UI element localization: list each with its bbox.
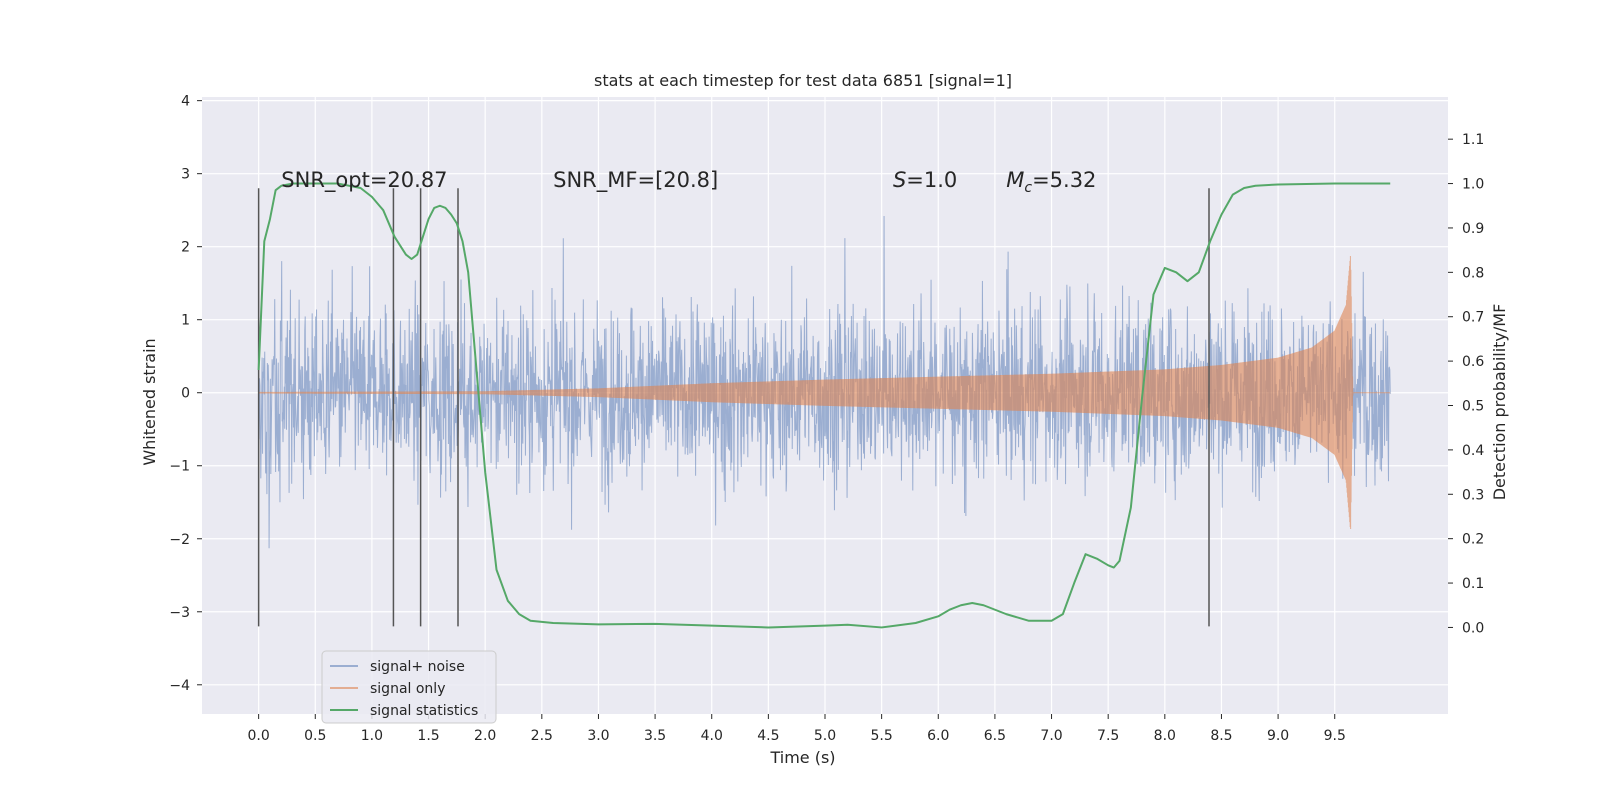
x-tick-label: 8.0 (1154, 728, 1176, 744)
series-signal-statistics (257, 182, 1391, 629)
x-tick-label: 8.5 (1210, 728, 1232, 744)
x-tick-label: 1.5 (417, 728, 439, 744)
y-tick-label-right: 0.5 (1462, 399, 1484, 415)
y-tick-label-right: 0.2 (1462, 532, 1484, 548)
legend-label: signal only (370, 681, 445, 697)
x-tick-label: 6.5 (984, 728, 1006, 744)
chart-title: stats at each timestep for test data 685… (594, 71, 1012, 90)
y-axis-label-left: Whitened strain (140, 338, 159, 465)
y-tick-label-left: 0 (181, 386, 190, 402)
x-tick-label: 0.5 (304, 728, 326, 744)
x-tick-label: 5.5 (871, 728, 893, 744)
y-tick-label-left: 4 (181, 94, 190, 110)
y-tick-label-left: −4 (169, 678, 190, 694)
x-tick-label: 7.0 (1040, 728, 1062, 744)
x-tick-label: 4.5 (757, 728, 779, 744)
y-tick-label-right: 0.4 (1462, 443, 1484, 459)
y-tick-label-left: −2 (169, 532, 190, 548)
legend-box (321, 650, 497, 724)
x-tick-label: 2.0 (474, 728, 496, 744)
y-tick-label-right: 0.8 (1462, 265, 1484, 281)
y-tick-label-left: 1 (181, 313, 190, 329)
y-tick-label-left: 3 (181, 167, 190, 183)
annotation-text: Mc=5.32 (1006, 168, 1096, 196)
y-axis-label-right: Detection probability/MF (1490, 304, 1509, 501)
x-tick-label: 7.5 (1097, 728, 1119, 744)
x-tick-label: 0.0 (248, 728, 270, 744)
y-tick-label-right: 0.7 (1462, 310, 1484, 326)
x-tick-label: 3.5 (644, 728, 666, 744)
annotation-text: S=1.0 (893, 168, 957, 192)
x-tick-label: 4.0 (701, 728, 723, 744)
series-signal-only (258, 255, 1391, 530)
x-tick-label: 3.0 (587, 728, 609, 744)
y-tick-label-right: 0.6 (1462, 354, 1484, 370)
x-tick-label: 5.0 (814, 728, 836, 744)
x-tick-label: 1.0 (361, 728, 383, 744)
y-tick-label-right: 1.0 (1462, 177, 1484, 193)
annotation-text: SNR_opt=20.87 (281, 168, 447, 193)
legend-label: signal+ noise (370, 659, 465, 675)
x-tick-label: 2.5 (531, 728, 553, 744)
y-tick-label-right: 0.9 (1462, 221, 1484, 237)
y-tick-label-right: 0.0 (1462, 620, 1484, 636)
legend: signal+ noise signal only signal statistic… (321, 650, 497, 724)
x-tick-label: 6.0 (927, 728, 949, 744)
legend-label: signal statistics (370, 703, 478, 719)
annotation-text: SNR_MF=[20.8] (553, 168, 718, 193)
x-tick-label: 9.0 (1267, 728, 1289, 744)
y-tick-label-left: 2 (181, 240, 190, 256)
y-tick-label-left: −3 (169, 605, 190, 621)
x-tick-label: 9.5 (1324, 728, 1346, 744)
x-axis-label: Time (s) (769, 748, 835, 767)
y-tick-label-right: 1.1 (1462, 132, 1484, 148)
y-tick-label-left: −1 (169, 459, 190, 475)
y-tick-label-right: 0.1 (1462, 576, 1484, 592)
plot-marks (257, 182, 1391, 629)
y-tick-label-right: 0.3 (1462, 487, 1484, 503)
